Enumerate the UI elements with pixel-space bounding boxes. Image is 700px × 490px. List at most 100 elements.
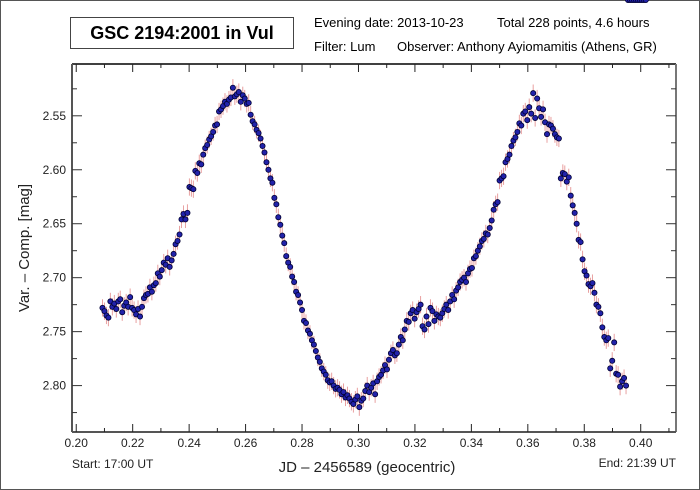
filter-label: Filter: Lum: [314, 39, 376, 54]
data-point: [528, 110, 535, 117]
data-point: [168, 257, 175, 264]
data-point: [152, 280, 159, 287]
y-tick-label: 2.75: [43, 325, 67, 339]
data-point: [138, 303, 145, 310]
data-point: [524, 117, 531, 124]
data-point: [583, 272, 590, 279]
data-point: [500, 173, 507, 180]
data-point: [170, 250, 177, 257]
y-axis-label: Var. – Comp. [mag]: [16, 184, 33, 312]
data-point: [214, 121, 221, 128]
data-point: [395, 341, 402, 348]
data-point: [557, 175, 564, 182]
data-point: [431, 317, 438, 324]
total-points: Total 228 points, 4.6 hours: [497, 15, 650, 30]
data-point: [567, 192, 574, 199]
data-point: [184, 209, 191, 216]
data-point: [484, 231, 491, 238]
data-point: [251, 121, 258, 128]
data-point: [291, 278, 298, 285]
data-point: [194, 169, 201, 176]
data-point: [148, 288, 155, 295]
data-point: [617, 383, 624, 390]
data-point: [443, 301, 450, 308]
data-point: [611, 339, 618, 346]
data-point: [532, 114, 539, 121]
data-point: [508, 143, 515, 150]
data-point: [486, 225, 493, 232]
data-point: [200, 151, 207, 158]
data-point: [506, 151, 513, 158]
data-point: [261, 149, 268, 156]
data-point: [621, 375, 628, 382]
data-point: [597, 310, 604, 317]
data-point: [605, 335, 612, 342]
data-point: [117, 296, 124, 303]
data-point: [522, 108, 529, 115]
data-point: [445, 307, 452, 314]
data-point: [113, 305, 120, 312]
data-point: [480, 235, 487, 242]
data-point: [340, 389, 347, 396]
data-point: [530, 90, 537, 97]
data-point: [609, 357, 616, 364]
data-point: [127, 294, 134, 301]
data-point: [255, 130, 262, 137]
data-point: [166, 263, 173, 270]
data-point: [607, 365, 614, 372]
data-point: [287, 263, 294, 270]
data-point: [425, 321, 432, 328]
x-tick-label: 0.20: [65, 436, 89, 450]
x-tick-label: 0.32: [403, 436, 427, 450]
data-point: [399, 337, 406, 344]
data-point: [393, 350, 400, 357]
data-point: [540, 106, 547, 113]
y-tick-label: 2.70: [43, 271, 67, 285]
data-point: [615, 371, 622, 378]
data-point: [322, 371, 329, 378]
data-point: [494, 199, 501, 206]
data-point: [283, 253, 290, 260]
error-bars: [101, 79, 627, 416]
x-tick-label: 0.28: [290, 436, 314, 450]
data-point: [356, 404, 363, 411]
data-point: [237, 98, 244, 105]
data-point: [190, 186, 197, 193]
data-point: [389, 346, 396, 353]
data-point: [263, 159, 270, 166]
data-point: [538, 113, 545, 120]
data-point: [565, 174, 572, 181]
data-point: [518, 122, 525, 129]
data-point: [555, 135, 562, 142]
data-point: [423, 313, 430, 320]
data-point: [229, 84, 236, 91]
data-point: [277, 221, 284, 228]
data-point: [176, 231, 183, 238]
data-point: [312, 348, 319, 355]
data-point: [198, 161, 205, 168]
data-point: [247, 111, 254, 118]
end-time: End: 21:39 UT: [598, 456, 676, 470]
data-point: [273, 201, 280, 208]
data-point: [137, 313, 144, 320]
start-time: Start: 17:00 UT: [72, 457, 154, 471]
data-point: [526, 104, 533, 111]
data-point: [514, 128, 521, 135]
data-point: [158, 267, 165, 274]
data-point: [354, 393, 361, 400]
data-point: [468, 264, 475, 271]
data-point: [385, 356, 392, 363]
data-point: [210, 128, 217, 135]
data-point: [571, 209, 578, 216]
data-point: [405, 318, 412, 325]
x-tick-label: 0.38: [573, 436, 597, 450]
data-point: [455, 284, 462, 291]
x-tick-label: 0.36: [516, 436, 540, 450]
x-tick-label: 0.34: [460, 436, 484, 450]
data-point: [544, 131, 551, 138]
data-point: [281, 240, 288, 247]
data-point: [417, 301, 424, 308]
data-point: [295, 291, 302, 298]
axes: 0.20 0.22 0.24 0.26 0.28 0.30 0.32 0.34 0.36 0.38…: [43, 63, 677, 450]
